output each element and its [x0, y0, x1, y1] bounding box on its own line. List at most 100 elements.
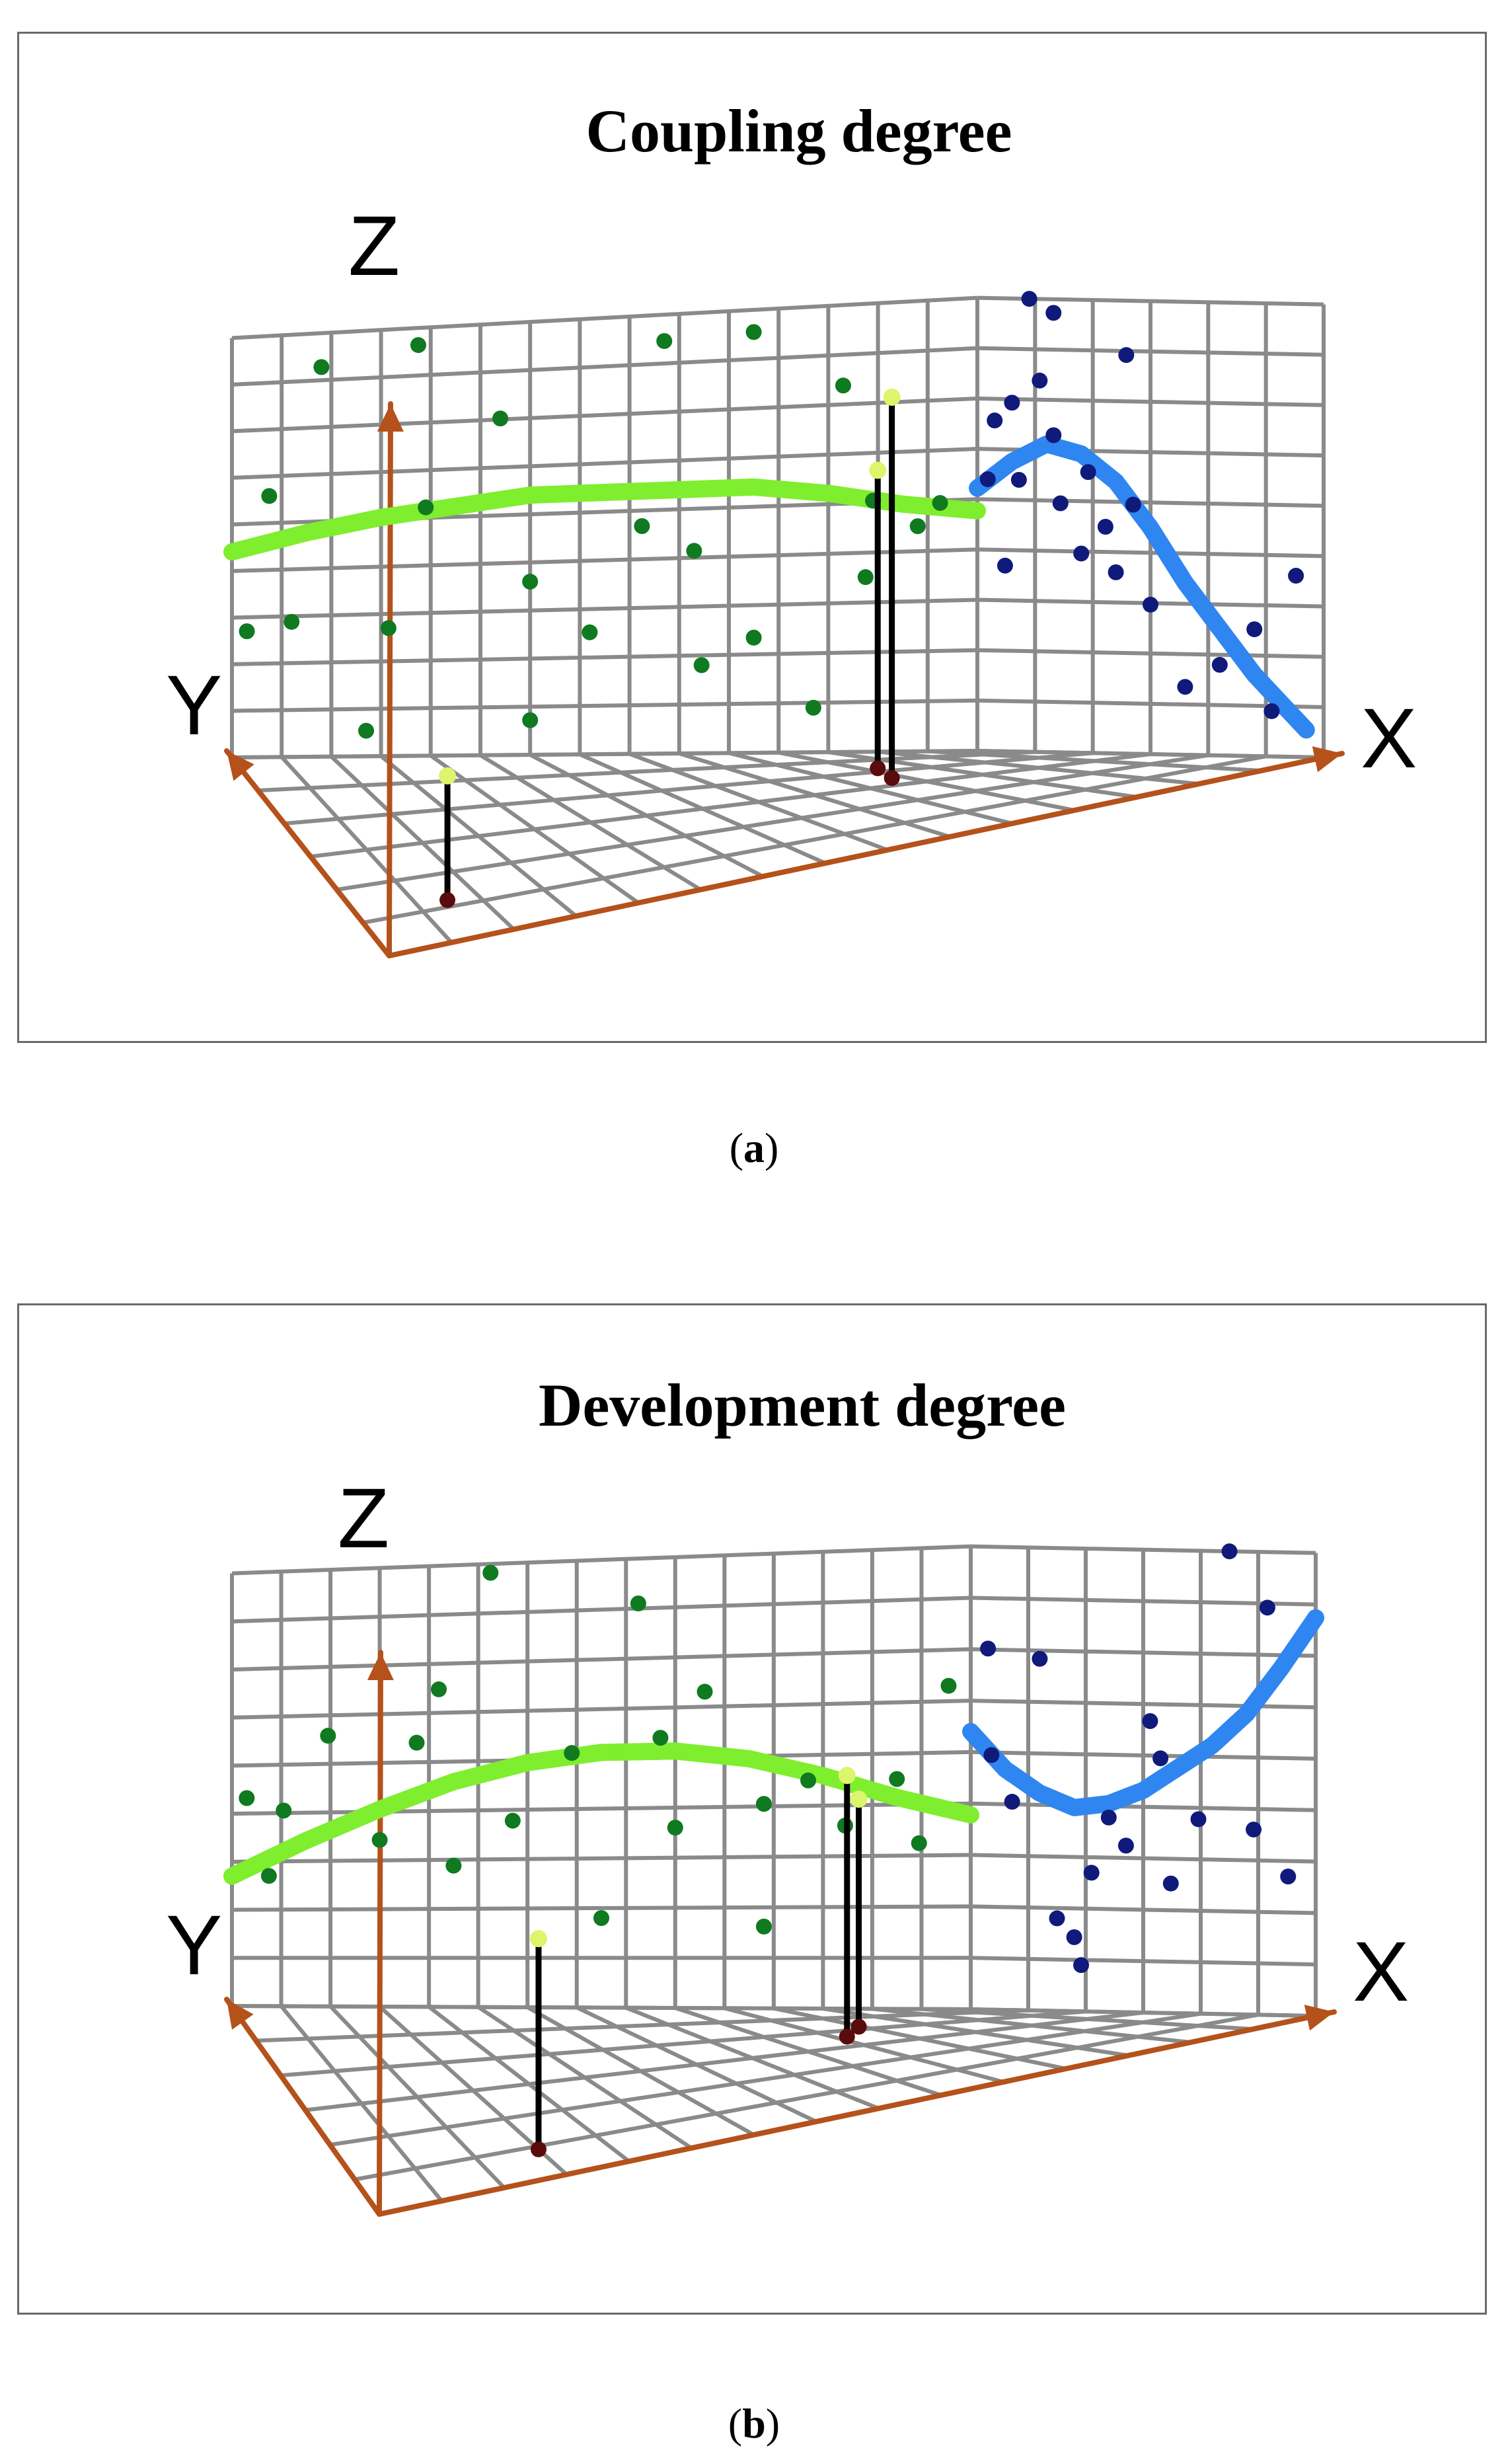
side-wall-point: [522, 574, 539, 590]
chart-panel-a: Coupling degree Z Y X: [17, 32, 1487, 1043]
side-wall-point: [755, 1796, 772, 1812]
back-wall-point: [1177, 679, 1193, 695]
side-wall-point: [652, 1730, 669, 1746]
back-wall-grid-line: [977, 547, 1324, 558]
side-wall-point: [371, 1831, 388, 1848]
y-axis-label: Y: [166, 1898, 222, 1993]
grid: [230, 1544, 1318, 2216]
back-wall-point: [1280, 1868, 1297, 1885]
back-wall-point: [1010, 471, 1027, 488]
back-wall-point: [1073, 1957, 1090, 1974]
side-wall-point: [431, 1681, 447, 1697]
side-wall-point: [940, 1677, 957, 1694]
back-wall-grid-line: [970, 1801, 1316, 1812]
z-axis: [377, 1650, 383, 2217]
back-wall-point: [1142, 1713, 1158, 1730]
y-axis: [224, 748, 392, 958]
back-wall-point: [1118, 347, 1135, 364]
side-wall-grid-line: [231, 1647, 971, 1672]
back-wall-point: [1045, 305, 1062, 321]
back-wall-point: [1259, 1599, 1275, 1616]
stems: [529, 1767, 868, 2157]
side-wall-point: [693, 657, 710, 674]
side-wall-point: [630, 1596, 646, 1612]
back-wall-point: [1021, 291, 1037, 307]
side-wall-point: [313, 359, 330, 375]
back-wall-point: [1080, 464, 1096, 481]
caption-open: (: [729, 1124, 743, 1171]
back-wall-point: [979, 471, 996, 488]
back-wall-grid-line: [970, 1647, 1316, 1658]
caption-letter: a: [743, 1124, 765, 1171]
chart-title: Coupling degree: [586, 97, 1012, 165]
data-points: [239, 291, 1304, 739]
side-wall-point: [410, 337, 426, 354]
stem-top-point: [439, 767, 457, 785]
back-wall-grid-line: [977, 497, 1324, 508]
side-wall-grid-line: [231, 396, 978, 434]
side-wall-point: [482, 1564, 499, 1581]
stem-base-point: [439, 892, 456, 908]
side-wall-point: [911, 1835, 927, 1851]
stem-top-point: [529, 1930, 547, 1948]
back-wall-point: [1066, 1929, 1082, 1945]
back-wall-point: [1211, 656, 1228, 673]
side-wall-grid-line: [231, 597, 978, 620]
back-wall-grid-line: [970, 1853, 1316, 1864]
back-wall-grid-line: [970, 1544, 1316, 1555]
side-wall-point: [504, 1812, 521, 1829]
back-wall-point: [1049, 1910, 1065, 1927]
x-axis: [377, 2009, 1337, 2217]
side-wall-grid-line: [231, 1596, 971, 1624]
side-wall-point: [745, 629, 762, 646]
back-wall-point: [1117, 1837, 1134, 1854]
back-wall-point: [1152, 1750, 1169, 1767]
side-wall-point: [634, 518, 650, 534]
x-axis-label: X: [1353, 1925, 1409, 2019]
stem-top-point: [869, 461, 887, 479]
side-wall-point: [276, 1802, 292, 1819]
back-wall-grid-line: [977, 749, 1324, 759]
floor-grid-line: [281, 2009, 1086, 2077]
side-wall-point: [800, 1772, 817, 1789]
stem-top-point: [838, 1767, 856, 1785]
side-wall-point: [564, 1745, 580, 1761]
back-wall-trend-line: [969, 435, 1315, 739]
stem-top-point: [850, 1790, 868, 1808]
floor-grid-line: [336, 753, 1209, 892]
side-wall-grid-line: [231, 698, 978, 713]
stem-base-point: [884, 770, 900, 787]
back-wall-grid-line: [970, 1596, 1316, 1607]
z-axis-label: Z: [348, 199, 400, 293]
back-wall-point: [1100, 1809, 1117, 1826]
data-points: [239, 1543, 1297, 1974]
side-wall-point: [745, 324, 762, 340]
floor-grid-line: [256, 2008, 1029, 2043]
caption-close: ): [765, 1124, 779, 1171]
back-wall-point: [1004, 1794, 1020, 1810]
side-wall-grid-line: [231, 1699, 971, 1720]
side-wall-trend-line: [223, 478, 986, 560]
back-wall-grid-line: [970, 1750, 1316, 1761]
back-wall-point: [1221, 1543, 1238, 1560]
stem-base-point: [839, 2028, 855, 2045]
back-wall-grid-line: [977, 396, 1324, 407]
side-wall-point: [260, 1868, 277, 1884]
caption-b: (b): [0, 2399, 1508, 2448]
floor-grid-line: [305, 2011, 1144, 2112]
x-axis-arrowhead: [1312, 746, 1342, 773]
back-wall-point: [983, 1747, 1000, 1763]
stems: [439, 388, 901, 908]
back-wall-point: [1125, 496, 1141, 513]
back-wall-grid-line: [970, 1956, 1316, 1967]
x-axis-label: X: [1361, 691, 1417, 786]
chart-a-svg: Coupling degree Z Y X: [166, 97, 1417, 958]
axes: [224, 1650, 1337, 2217]
caption-a: (a): [0, 1124, 1508, 1173]
stem-base-point: [870, 760, 886, 777]
side-wall-grid-line: [231, 447, 978, 480]
z-axis: [387, 401, 393, 958]
caption-close: ): [765, 2400, 780, 2447]
back-wall-point: [1004, 395, 1020, 411]
side-wall-point: [522, 712, 539, 728]
